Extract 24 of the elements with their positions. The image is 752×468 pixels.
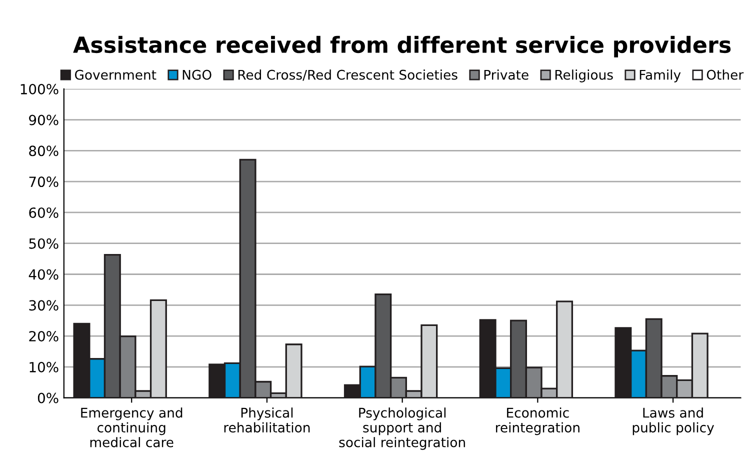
- legend-label: Family: [640, 70, 681, 82]
- legend-label: Other: [706, 70, 744, 80]
- y-tick-label: 40%: [28, 269, 58, 280]
- y-tick-label: 100%: [20, 84, 58, 94]
- y-tick-label: 50%: [29, 238, 58, 249]
- legend-label: NGO: [182, 70, 212, 80]
- y-tick-label: 80%: [29, 146, 58, 156]
- y-tick-label: 60%: [29, 207, 58, 218]
- legend-label: Government: [74, 70, 156, 80]
- x-tick-label: Psychological support and social reintegration: [339, 408, 465, 450]
- y-tick-label: 20%: [29, 330, 58, 342]
- legend-label: Private: [484, 70, 528, 80]
- y-tick-label: 70%: [29, 176, 58, 188]
- legend-label: Red Cross/Red Crescent Societies: [238, 70, 458, 81]
- chart-title: Assistance received from different service providers: [73, 36, 731, 58]
- y-tick-label: 30%: [29, 300, 58, 311]
- x-tick-label: Emergency and continuing medical care: [81, 408, 182, 448]
- x-tick-label: Economic reintegration: [496, 408, 580, 436]
- y-tick-label: 10%: [30, 362, 58, 372]
- y-tick-label: 90%: [29, 114, 58, 126]
- legend-label: Religious: [555, 70, 613, 82]
- x-tick-label: Physical rehabilitation: [224, 408, 310, 433]
- y-tick-label: 0%: [38, 392, 58, 404]
- x-tick-label: Laws and public policy: [632, 408, 714, 436]
